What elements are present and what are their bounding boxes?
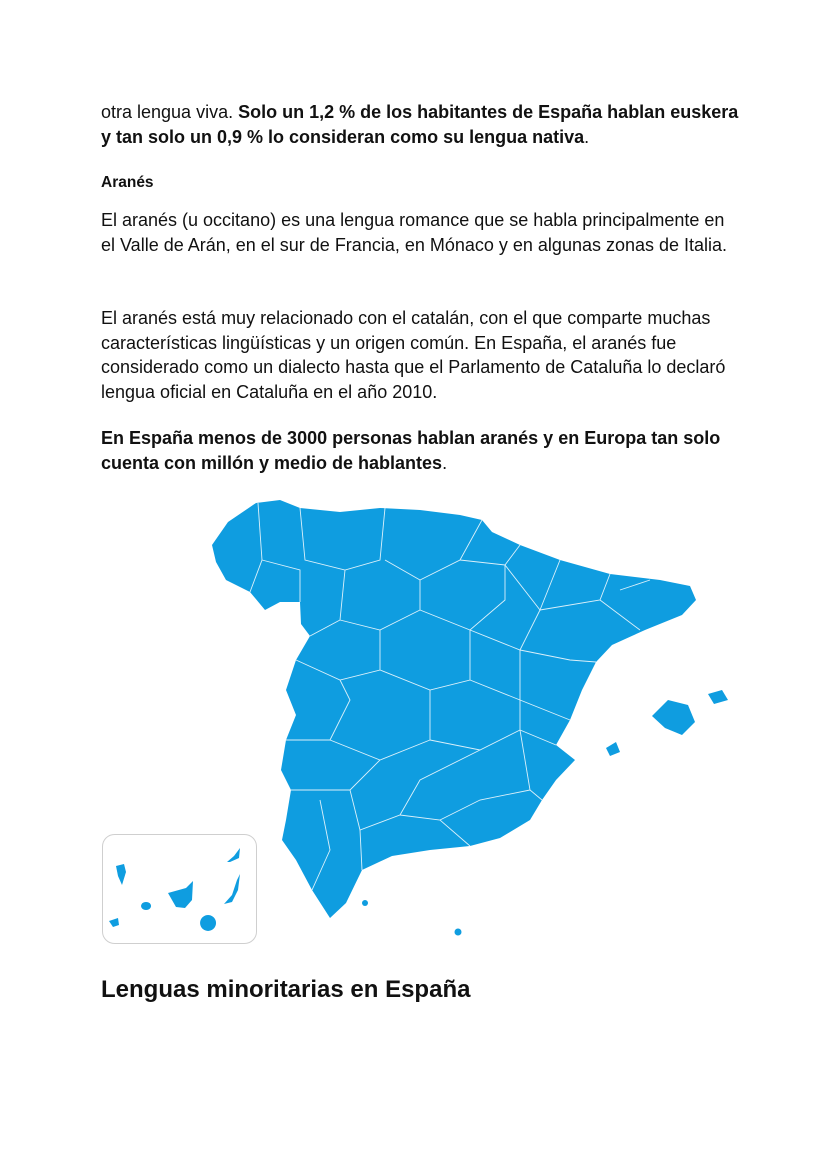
ibiza bbox=[606, 742, 620, 756]
ceuta bbox=[362, 900, 368, 906]
la-gomera bbox=[141, 902, 152, 910]
section-heading: Aranés bbox=[101, 174, 154, 191]
canary-islands-inset bbox=[102, 834, 257, 944]
intro-paragraph: otra lengua viva. Solo un 1,2 % de los h… bbox=[101, 100, 741, 149]
paragraph-2: El aranés está muy relacionado con el ca… bbox=[101, 308, 726, 402]
intro-end: . bbox=[584, 126, 590, 147]
intro-bold-text: Solo un 1,2 % de los habitantes de Españ… bbox=[101, 102, 739, 147]
paragraph-3: En España menos de 3000 personas hablan … bbox=[101, 426, 741, 475]
province-borders bbox=[249, 502, 651, 891]
menorca bbox=[708, 690, 728, 704]
el-hierro bbox=[109, 918, 119, 927]
intro-text: otra lengua viva. bbox=[101, 102, 239, 122]
next-section-heading: Lenguas minoritarias en España bbox=[101, 976, 471, 1003]
mallorca bbox=[652, 700, 695, 735]
lanzarote bbox=[227, 848, 240, 862]
paragraph-3-end: . bbox=[442, 452, 448, 473]
paragraph-3-bold: En España menos de 3000 personas hablan … bbox=[101, 428, 721, 473]
fuerzaventura bbox=[224, 874, 240, 904]
paragraph-1: El aranés (u occitano) es una lengua rom… bbox=[101, 210, 728, 255]
melilla bbox=[454, 928, 462, 936]
tenerife bbox=[168, 881, 193, 908]
la-palma bbox=[116, 864, 126, 885]
gran-canaria bbox=[200, 915, 217, 931]
